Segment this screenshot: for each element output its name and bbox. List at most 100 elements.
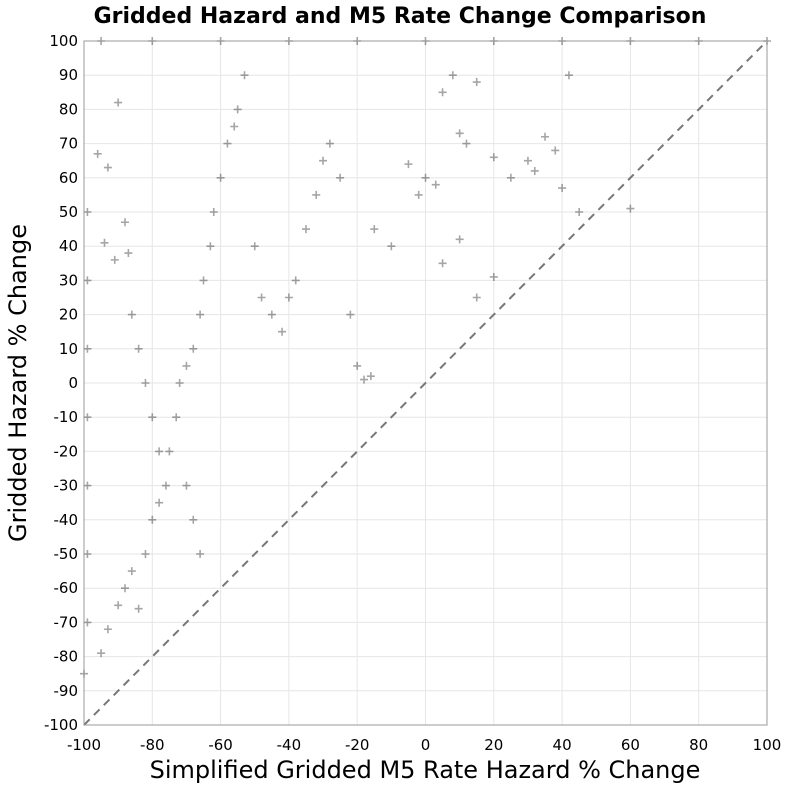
data-point: [100, 238, 109, 247]
data-point: [182, 361, 191, 370]
x-tick-label: 20: [484, 736, 503, 754]
y-tick-label: 50: [59, 203, 78, 221]
data-point: [431, 180, 440, 189]
x-tick-label: -60: [208, 736, 233, 754]
data-point: [438, 259, 447, 268]
data-point: [103, 163, 112, 172]
y-tick-label: 90: [59, 66, 78, 84]
data-point: [189, 515, 198, 524]
data-point: [506, 173, 515, 182]
data-point: [366, 372, 375, 381]
y-tick-label: 20: [59, 306, 78, 324]
data-point: [353, 361, 362, 370]
y-tick-label: -80: [54, 648, 79, 666]
data-point: [196, 310, 205, 319]
data-point: [189, 344, 198, 353]
data-point: [93, 149, 102, 158]
y-tick-label: 70: [59, 135, 78, 153]
data-point: [472, 78, 481, 87]
data-point: [97, 649, 106, 658]
data-point: [558, 184, 567, 193]
data-point: [489, 153, 498, 162]
data-point: [127, 567, 136, 576]
plot-area-frame: [83, 40, 768, 726]
x-tick-label: 0: [421, 736, 431, 754]
data-point: [134, 604, 143, 613]
y-tick-label: -100: [44, 716, 78, 734]
data-point: [223, 139, 232, 148]
y-tick-label: -40: [54, 511, 79, 529]
data-point: [301, 225, 310, 234]
data-point: [83, 481, 92, 490]
data-point: [155, 498, 164, 507]
y-tick-label: 100: [49, 32, 78, 50]
data-point: [387, 242, 396, 251]
data-point: [155, 447, 164, 456]
data-point: [83, 344, 92, 353]
data-point: [291, 276, 300, 285]
y-axis-label: Gridded Hazard % Change: [4, 224, 32, 542]
data-point: [206, 242, 215, 251]
chart-title: Gridded Hazard and M5 Rate Change Compar…: [94, 4, 707, 29]
data-point: [172, 413, 181, 422]
x-tick-label: 100: [753, 736, 782, 754]
data-point: [346, 310, 355, 319]
data-point: [240, 71, 249, 80]
data-point: [83, 550, 92, 558]
y-axis-ticks: 1009080706050403020100-10-20-30-40-50-60…: [44, 32, 78, 734]
y-tick-label: 30: [59, 271, 78, 289]
data-point: [175, 379, 184, 387]
data-point: [404, 160, 413, 169]
data-point: [230, 122, 239, 131]
data-point: [120, 584, 129, 593]
data-point: [120, 218, 129, 227]
data-point: [141, 379, 150, 387]
data-point: [575, 208, 584, 216]
data-point: [462, 139, 471, 148]
data-point: [209, 208, 218, 216]
data-point: [472, 293, 481, 302]
x-tick-label: -80: [140, 736, 165, 754]
data-point: [161, 481, 170, 490]
x-axis-ticks: -100 -80 -60 -40 -20 0 20 40 60 80 100: [67, 736, 781, 754]
y-tick-label: 40: [59, 237, 78, 255]
y-tick-label: -60: [54, 579, 79, 597]
data-point: [284, 293, 293, 302]
data-point: [448, 71, 457, 80]
data-point: [165, 447, 174, 456]
data-point: [196, 550, 205, 558]
data-point: [103, 625, 112, 634]
data-point: [564, 71, 573, 80]
data-point: [278, 327, 287, 336]
data-point: [83, 618, 92, 627]
data-point: [455, 129, 464, 138]
data-point: [267, 310, 276, 319]
y-tick-label: -20: [54, 442, 79, 460]
data-point: [438, 88, 447, 97]
data-point: [83, 413, 92, 422]
data-point: [541, 132, 550, 141]
data-point: [523, 156, 532, 165]
data-point: [319, 156, 328, 165]
y-tick-label: 60: [59, 169, 78, 187]
data-point: [124, 249, 133, 258]
data-point: [114, 601, 123, 610]
data-point: [83, 276, 92, 285]
x-tick-label: 40: [553, 736, 572, 754]
data-point: [182, 481, 191, 490]
y-tick-label: 80: [59, 100, 78, 118]
data-point: [551, 146, 560, 155]
y-tick-label: -70: [54, 613, 79, 631]
data-point: [325, 139, 334, 148]
data-point: [134, 344, 143, 353]
y-tick-label: -90: [54, 682, 79, 700]
data-point: [626, 204, 635, 213]
data-point: [370, 225, 379, 234]
data-point: [199, 276, 208, 285]
data-point: [148, 413, 157, 422]
data-point: [250, 242, 259, 251]
y-tick-label: -30: [54, 477, 79, 495]
data-point: [83, 208, 92, 216]
data-point: [336, 173, 345, 182]
